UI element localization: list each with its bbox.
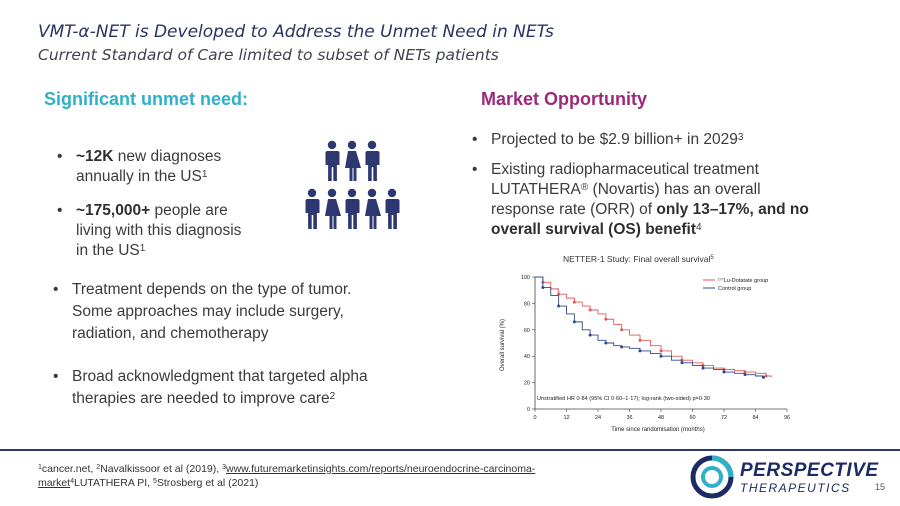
x-tick-label: 60 [689,415,695,421]
x-tick-label: 36 [626,415,632,421]
x-tick-label: 84 [752,415,758,421]
y-tick-label: 20 [524,381,530,387]
series-point-1 [572,300,576,304]
chart-title: NETTER-1 Study: Final overall survival5 [563,254,714,264]
series-point-2 [761,375,765,379]
legend-label-2: Control group [718,286,751,292]
people-group-icon [305,140,400,229]
series-point-2 [659,354,663,358]
series-point-2 [701,366,705,370]
market-report-link-cont[interactable]: market [38,477,71,489]
x-tick-label: 48 [658,415,664,421]
series-point-2 [743,373,747,377]
x-tick-label: 24 [595,415,601,421]
bullet-new-diagnoses: • ~12K new diagnoses annually in the US1 [57,148,222,185]
series-point-1 [764,374,768,378]
market-report-link[interactable]: www.futuremarketinsights.com/reports/neu… [226,463,536,475]
footnote-references: 1cancer.net, 2Navalkissoor et al (2019),… [38,463,536,489]
series-point-2 [541,286,545,290]
x-tick-label: 12 [563,415,569,421]
chart-legend: ¹⁷⁷Lu-Dotatate group Control group [703,277,768,292]
series-point-2 [722,370,726,374]
footer-divider [0,449,900,451]
bullet-lutathera: • Existing radiopharmaceutical treatment… [472,161,809,238]
series-point-1 [659,349,663,353]
series-line-1 [535,276,772,378]
series-point-2 [680,361,684,365]
series-point-2 [604,341,608,345]
series-point-2 [572,320,576,324]
unmet-need-heading: Significant unmet need: [44,89,249,109]
page-number: 15 [875,482,886,492]
bullet-living-with-diagnosis: • ~175,000+ people are living with this … [57,202,242,259]
series-point-1 [588,308,592,312]
prevalence-count: ~175,000+ [76,202,151,219]
slide-title: VMT-α-NET is Developed to Address the Un… [38,22,554,42]
series-point-1 [604,317,608,321]
series-point-2 [620,345,624,349]
chart-annotation: Unstratified HR 0·84 (95% CI 0·60–1·17);… [537,396,710,402]
y-tick-label: 100 [521,275,530,281]
legend-label-1: ¹⁷⁷Lu-Dotatate group [718,277,768,284]
y-tick-label: 0 [527,407,530,413]
slide-subtitle: Current Standard of Care limited to subs… [38,46,499,64]
overall-survival-chart: NETTER-1 Study: Final overall survival5 … [500,254,790,433]
perspective-logo-icon [690,455,734,499]
series-point-1 [743,370,747,374]
series-point-1 [620,328,624,332]
chart-series [535,276,772,379]
logo-name: PERSPECTIVE [740,460,879,481]
x-tick-label: 0 [533,415,536,421]
x-tick-label: 96 [784,415,790,421]
chart-axes: 0 12 24 36 48 60 72 84 96 0 20 40 60 80 100 [521,275,790,421]
chart-xlabel: Time since randomisation (months) [611,427,704,433]
y-tick-label: 40 [524,354,530,360]
logo-subtitle: THERAPEUTICS [740,481,851,495]
company-logo: PERSPECTIVE THERAPEUTICS [740,460,879,495]
y-tick-label: 80 [524,301,530,307]
bullet-market-projection: • Projected to be $2.9 billion+ in 20293 [472,131,744,148]
series-point-1 [638,338,642,342]
bullet-treatment: • Treatment depends on the type of tumor… [53,281,352,342]
series-point-1 [557,292,561,296]
series-point-2 [588,333,592,337]
market-opportunity-heading: Market Opportunity [481,89,648,109]
series-line-2 [535,276,764,378]
x-tick-label: 72 [721,415,727,421]
y-tick-label: 60 [524,328,530,334]
bullet-alpha-therapies: • Broad acknowledgment that targeted alp… [53,368,368,407]
diagnoses-count: ~12K [76,148,114,165]
series-point-2 [557,304,561,308]
series-point-2 [638,349,642,353]
chart-ylabel: Overall survival (%) [500,319,506,371]
